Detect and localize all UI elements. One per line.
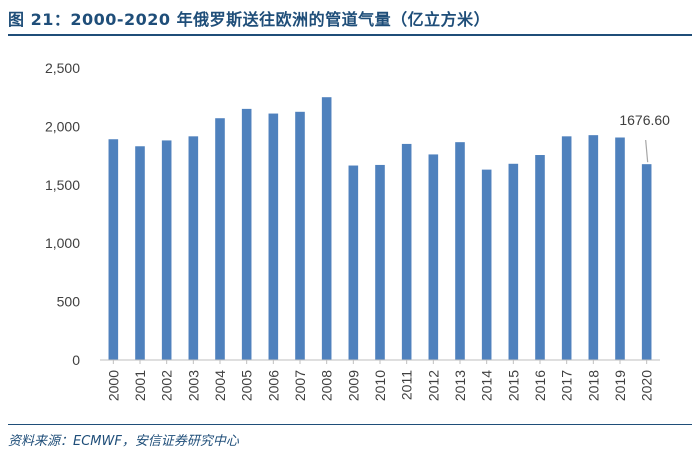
y-tick-label: 2,000	[45, 118, 80, 134]
x-tick-label: 2014	[479, 370, 495, 401]
title-divider	[8, 34, 692, 36]
y-tick-label: 1,500	[45, 177, 80, 193]
bar-2014	[481, 169, 492, 360]
x-tick-label: 2007	[292, 370, 308, 401]
bar-2009	[348, 165, 359, 360]
x-axis: 2000 2001 2002 2003 2004 2005 2006 2007 2008 2009…	[100, 359, 660, 401]
x-tick-label: 2016	[532, 370, 548, 401]
y-tick-label: 2,500	[45, 60, 80, 76]
x-tick-label: 2005	[239, 370, 255, 401]
bar-2016	[535, 155, 545, 360]
x-tick-label: 2008	[319, 370, 335, 401]
x-tick-label: 2010	[372, 370, 388, 401]
x-tick-label: 2019	[612, 370, 628, 401]
bars	[108, 97, 652, 360]
bar-2008	[321, 97, 332, 360]
bar-2017	[561, 136, 572, 360]
bar-2010	[375, 164, 385, 360]
x-tick-label: 2006	[265, 370, 281, 401]
bar-2007	[295, 111, 305, 360]
bar-2015	[508, 163, 519, 360]
x-tick-label: 2017	[559, 370, 575, 401]
bar-2004	[215, 118, 225, 360]
annotations: 1676.60	[619, 112, 670, 163]
source-divider	[8, 424, 692, 425]
x-tick-label: 2018	[585, 370, 601, 401]
bar-2003	[188, 136, 199, 360]
bar-2012	[428, 154, 439, 360]
x-tick-label: 2012	[425, 370, 441, 401]
bar-2000	[108, 139, 119, 360]
x-tick-label: 2020	[639, 370, 655, 401]
y-tick-label: 0	[72, 352, 80, 368]
annotation-leader-line	[645, 139, 649, 163]
chart-title: 图 21：2000-2020 年俄罗斯送往欧洲的管道气量（亿立方米）	[8, 10, 491, 29]
annotation-label-2020: 1676.60	[619, 112, 670, 128]
x-tick-label: 2001	[132, 370, 148, 401]
bar-chart: 0 500 1,000 1,500 2,000 2,500 2000 2001 2002 200…	[0, 40, 700, 420]
bar-2019	[615, 137, 625, 360]
x-tick-label: 2000	[105, 370, 121, 401]
x-tick-label: 2015	[505, 370, 521, 401]
bar-2001	[135, 146, 145, 360]
bar-2020	[641, 164, 652, 360]
y-tick-label: 500	[57, 294, 81, 310]
y-axis: 0 500 1,000 1,500 2,000 2,500	[45, 60, 80, 368]
bar-2011	[401, 143, 412, 360]
bar-2006	[268, 113, 279, 360]
x-tick-label: 2011	[399, 370, 415, 400]
x-tick-label: 2009	[345, 370, 361, 401]
source-note: 资料来源：ECMWF，安信证券研究中心	[8, 434, 239, 449]
x-tick-label: 2013	[452, 370, 468, 401]
y-tick-label: 1,000	[45, 235, 80, 251]
bar-2013	[455, 142, 465, 360]
x-tick-label: 2003	[185, 370, 201, 401]
bar-2005	[241, 108, 252, 360]
bar-2018	[588, 135, 599, 360]
bar-2002	[161, 140, 172, 360]
x-tick-label: 2004	[212, 370, 228, 401]
x-tick-label: 2002	[159, 370, 175, 401]
